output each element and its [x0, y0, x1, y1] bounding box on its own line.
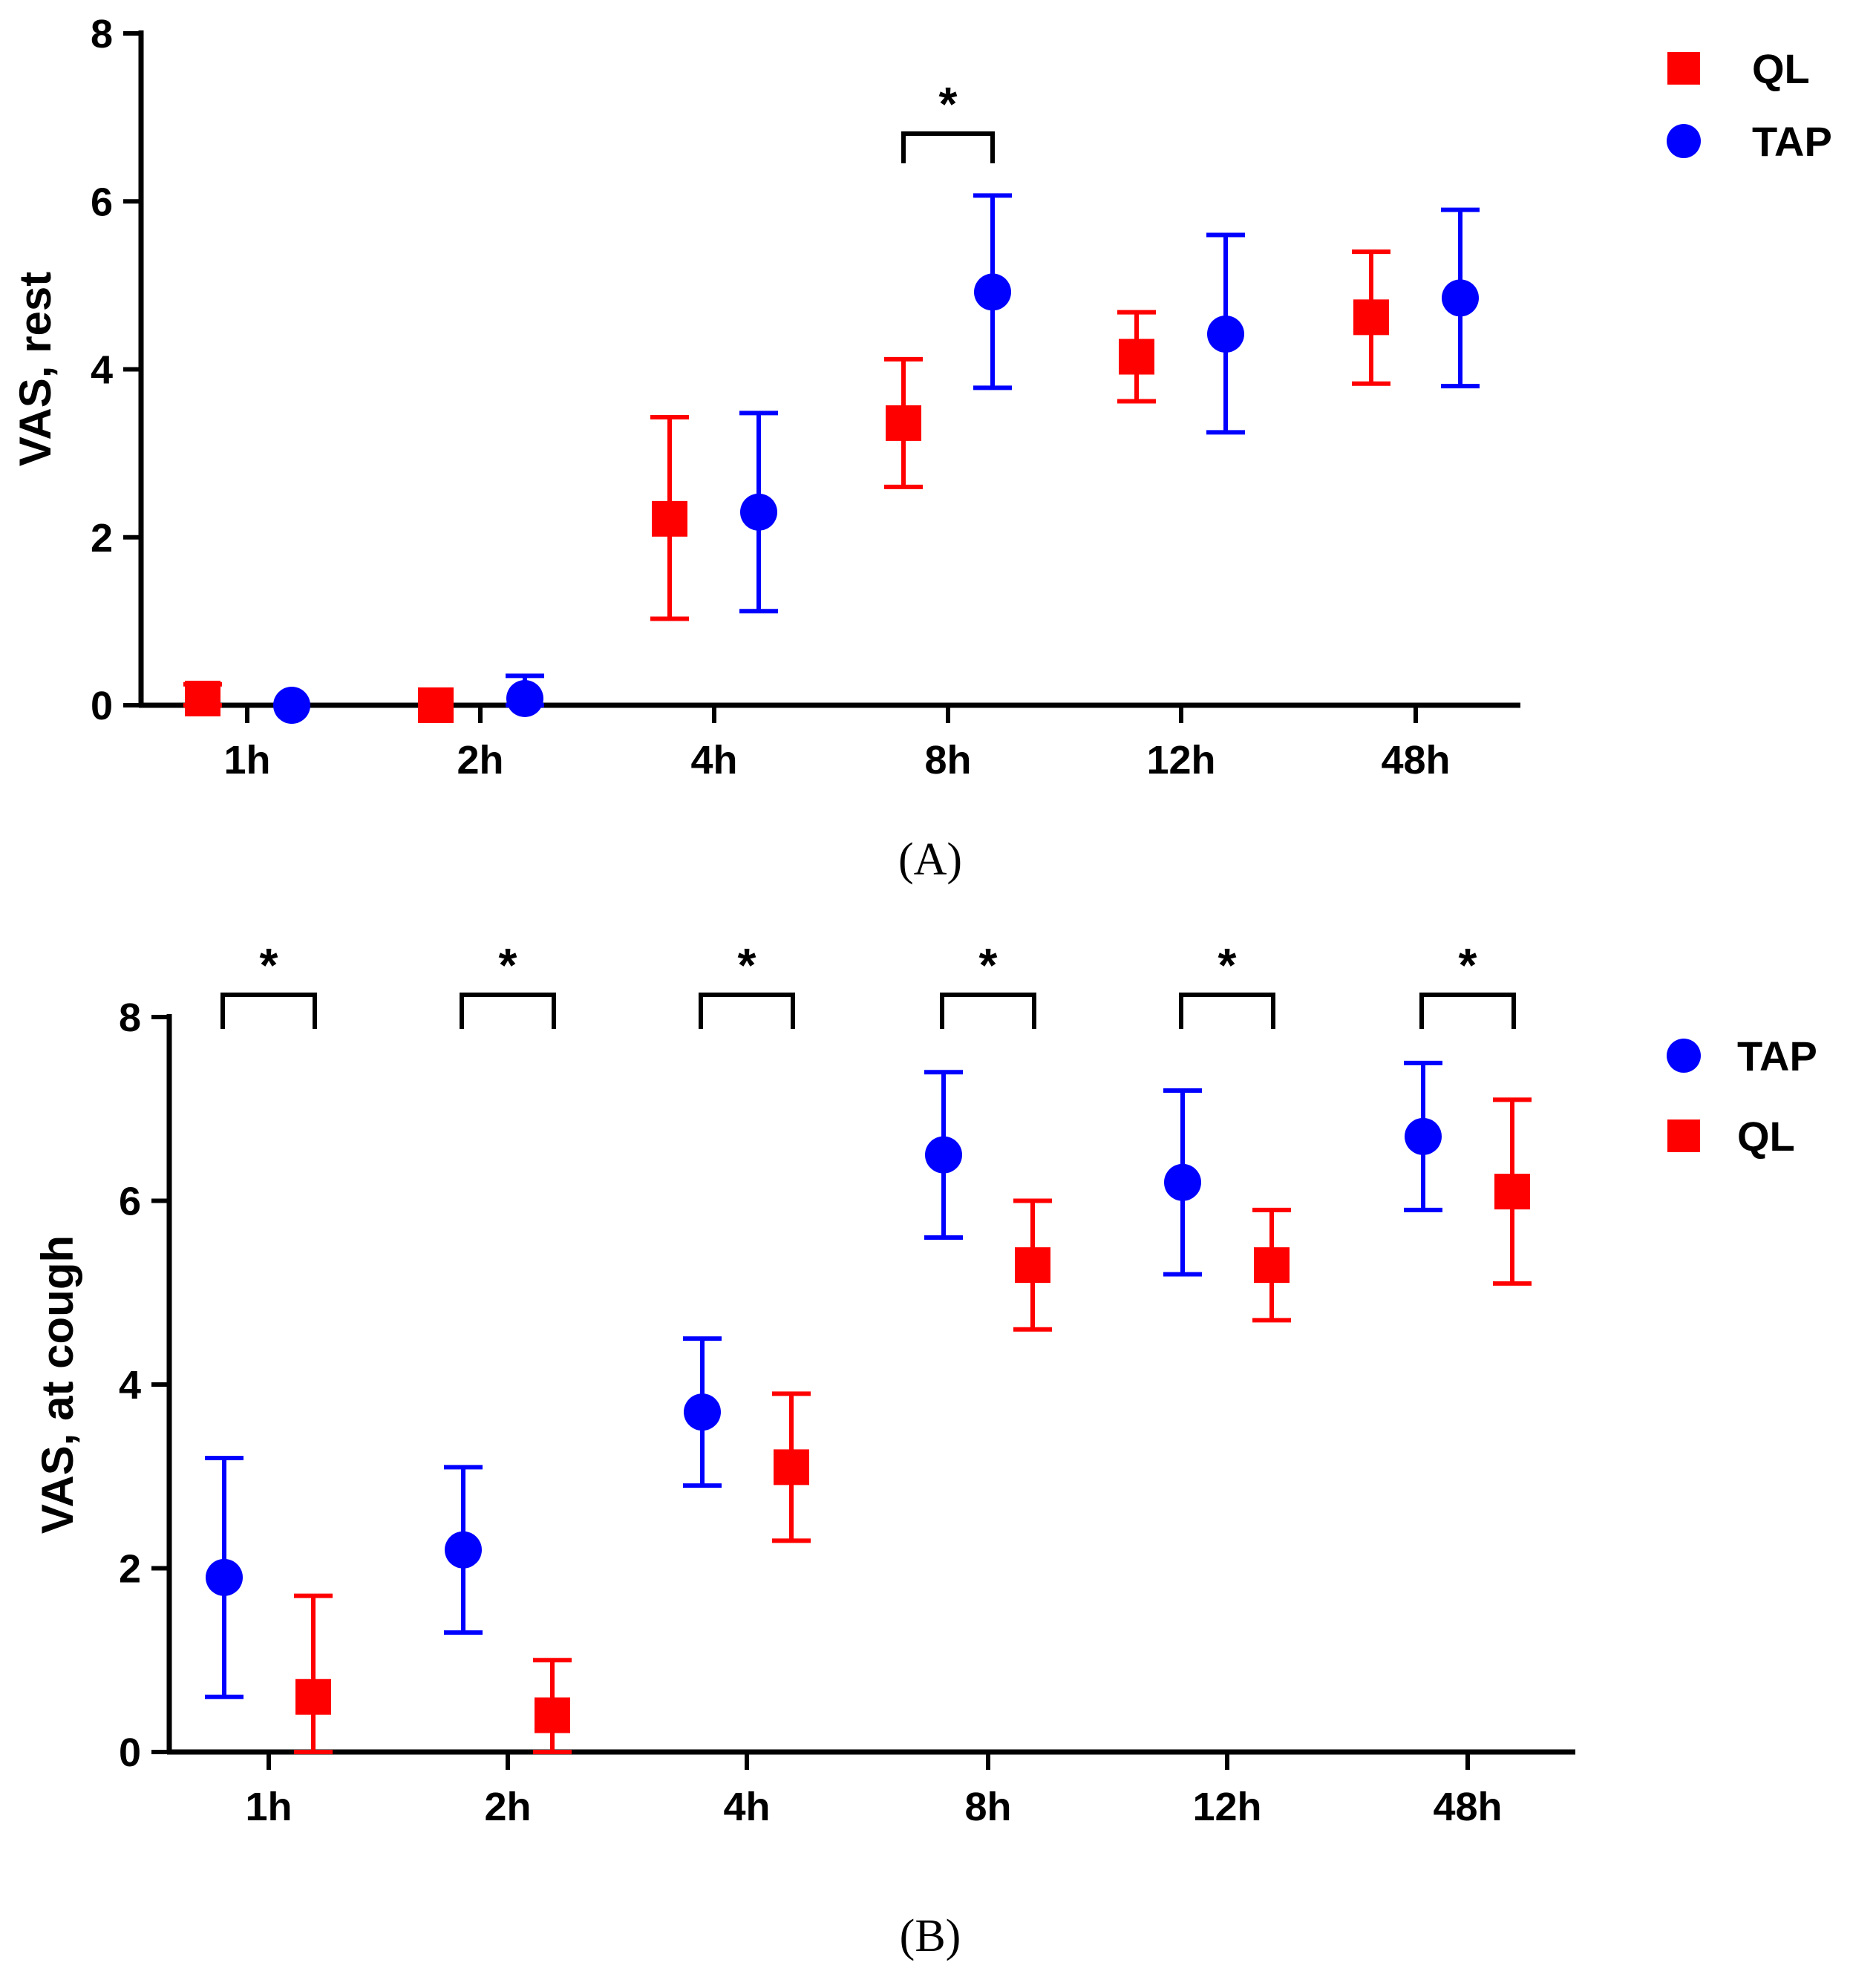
data-point-tap	[1164, 1163, 1201, 1201]
y-tick-label: 2	[91, 516, 113, 560]
x-tick-label: 8h	[924, 738, 971, 782]
y-tick-label: 8	[91, 12, 113, 56]
significance-star: *	[1459, 938, 1477, 992]
significance-bracket	[1179, 993, 1275, 1029]
legend-label: QL	[1752, 45, 1810, 92]
significance-star: *	[979, 938, 998, 992]
significance-bracket	[220, 993, 317, 1029]
legend-label: TAP	[1752, 118, 1832, 165]
data-point-ql	[1119, 339, 1154, 375]
data-point-tap	[684, 1393, 721, 1431]
data-point-tap	[206, 1558, 243, 1596]
data-point-tap	[506, 679, 543, 717]
y-tick-label: 2	[119, 1547, 141, 1592]
x-tick-label: 48h	[1381, 738, 1450, 782]
data-point-tap	[445, 1531, 482, 1569]
significance-bracket	[1419, 993, 1516, 1029]
significance-star: *	[260, 938, 278, 992]
data-point-ql	[185, 680, 220, 716]
x-tick-label: 4h	[690, 738, 737, 782]
data-point-tap	[1207, 315, 1244, 353]
significance-star: *	[738, 938, 756, 992]
y-tick-label: 0	[119, 1730, 141, 1775]
data-point-ql	[1015, 1247, 1050, 1284]
data-point-ql	[1353, 299, 1389, 336]
significance-bracket	[460, 993, 556, 1029]
data-point-ql	[535, 1697, 570, 1733]
x-tick-label: 8h	[964, 1785, 1011, 1829]
panel-a: 0 2 4 6 8 1h 2h 4h 8h 12h 48h VAS, rest * QL TAP	[10, 12, 1832, 782]
panel-label-a: (A)	[898, 834, 962, 885]
data-point-ql	[774, 1449, 809, 1485]
data-point-tap	[1405, 1117, 1442, 1155]
legend-label: TAP	[1737, 1033, 1817, 1079]
x-tick-label: 1h	[223, 738, 270, 782]
data-point-tap	[974, 273, 1011, 311]
x-tick-label: 12h	[1146, 738, 1215, 782]
data-point-ql	[418, 687, 454, 723]
panel-label-b: (B)	[900, 1911, 961, 1961]
legend-marker-ql	[1667, 52, 1700, 85]
x-tick-label: 2h	[484, 1785, 531, 1829]
panel-b: 0 2 4 6 8 1h 2h 4h 8h 12h 48h VAS, at cough * * * * * * TA…	[33, 938, 1817, 1829]
x-tick-label: 12h	[1192, 1785, 1261, 1829]
data-point-ql	[886, 405, 921, 441]
y-tick-label: 8	[119, 996, 141, 1040]
y-tick-label: 4	[119, 1363, 141, 1408]
y-tick-label: 6	[91, 180, 113, 224]
legend-marker-tap	[1667, 124, 1701, 158]
data-point-ql	[652, 500, 687, 537]
y-tick-label: 0	[91, 684, 113, 728]
legend-marker-tap	[1667, 1039, 1701, 1073]
y-axis-label: VAS, at cough	[33, 1235, 82, 1534]
y-axis-label: VAS, rest	[10, 272, 60, 466]
data-point-tap	[740, 493, 777, 531]
legend-marker-ql	[1667, 1119, 1700, 1152]
significance-star: *	[939, 77, 958, 131]
x-tick-label: 4h	[723, 1785, 770, 1829]
significance-bracket	[901, 131, 995, 163]
legend-label: QL	[1737, 1113, 1795, 1160]
data-point-ql	[295, 1679, 331, 1715]
data-point-tap	[273, 687, 310, 724]
significance-star: *	[1218, 938, 1237, 992]
data-point-ql	[1494, 1174, 1530, 1210]
data-point-tap	[1442, 279, 1479, 317]
significance-bracket	[699, 993, 795, 1029]
x-tick-label: 1h	[245, 1785, 292, 1829]
significance-star: *	[499, 938, 517, 992]
x-tick-label: 48h	[1433, 1785, 1502, 1829]
y-tick-label: 4	[91, 348, 113, 393]
data-point-ql	[1254, 1247, 1290, 1284]
x-tick-label: 2h	[457, 738, 503, 782]
y-tick-label: 6	[119, 1180, 141, 1224]
data-point-tap	[925, 1136, 962, 1174]
significance-bracket	[940, 993, 1036, 1029]
